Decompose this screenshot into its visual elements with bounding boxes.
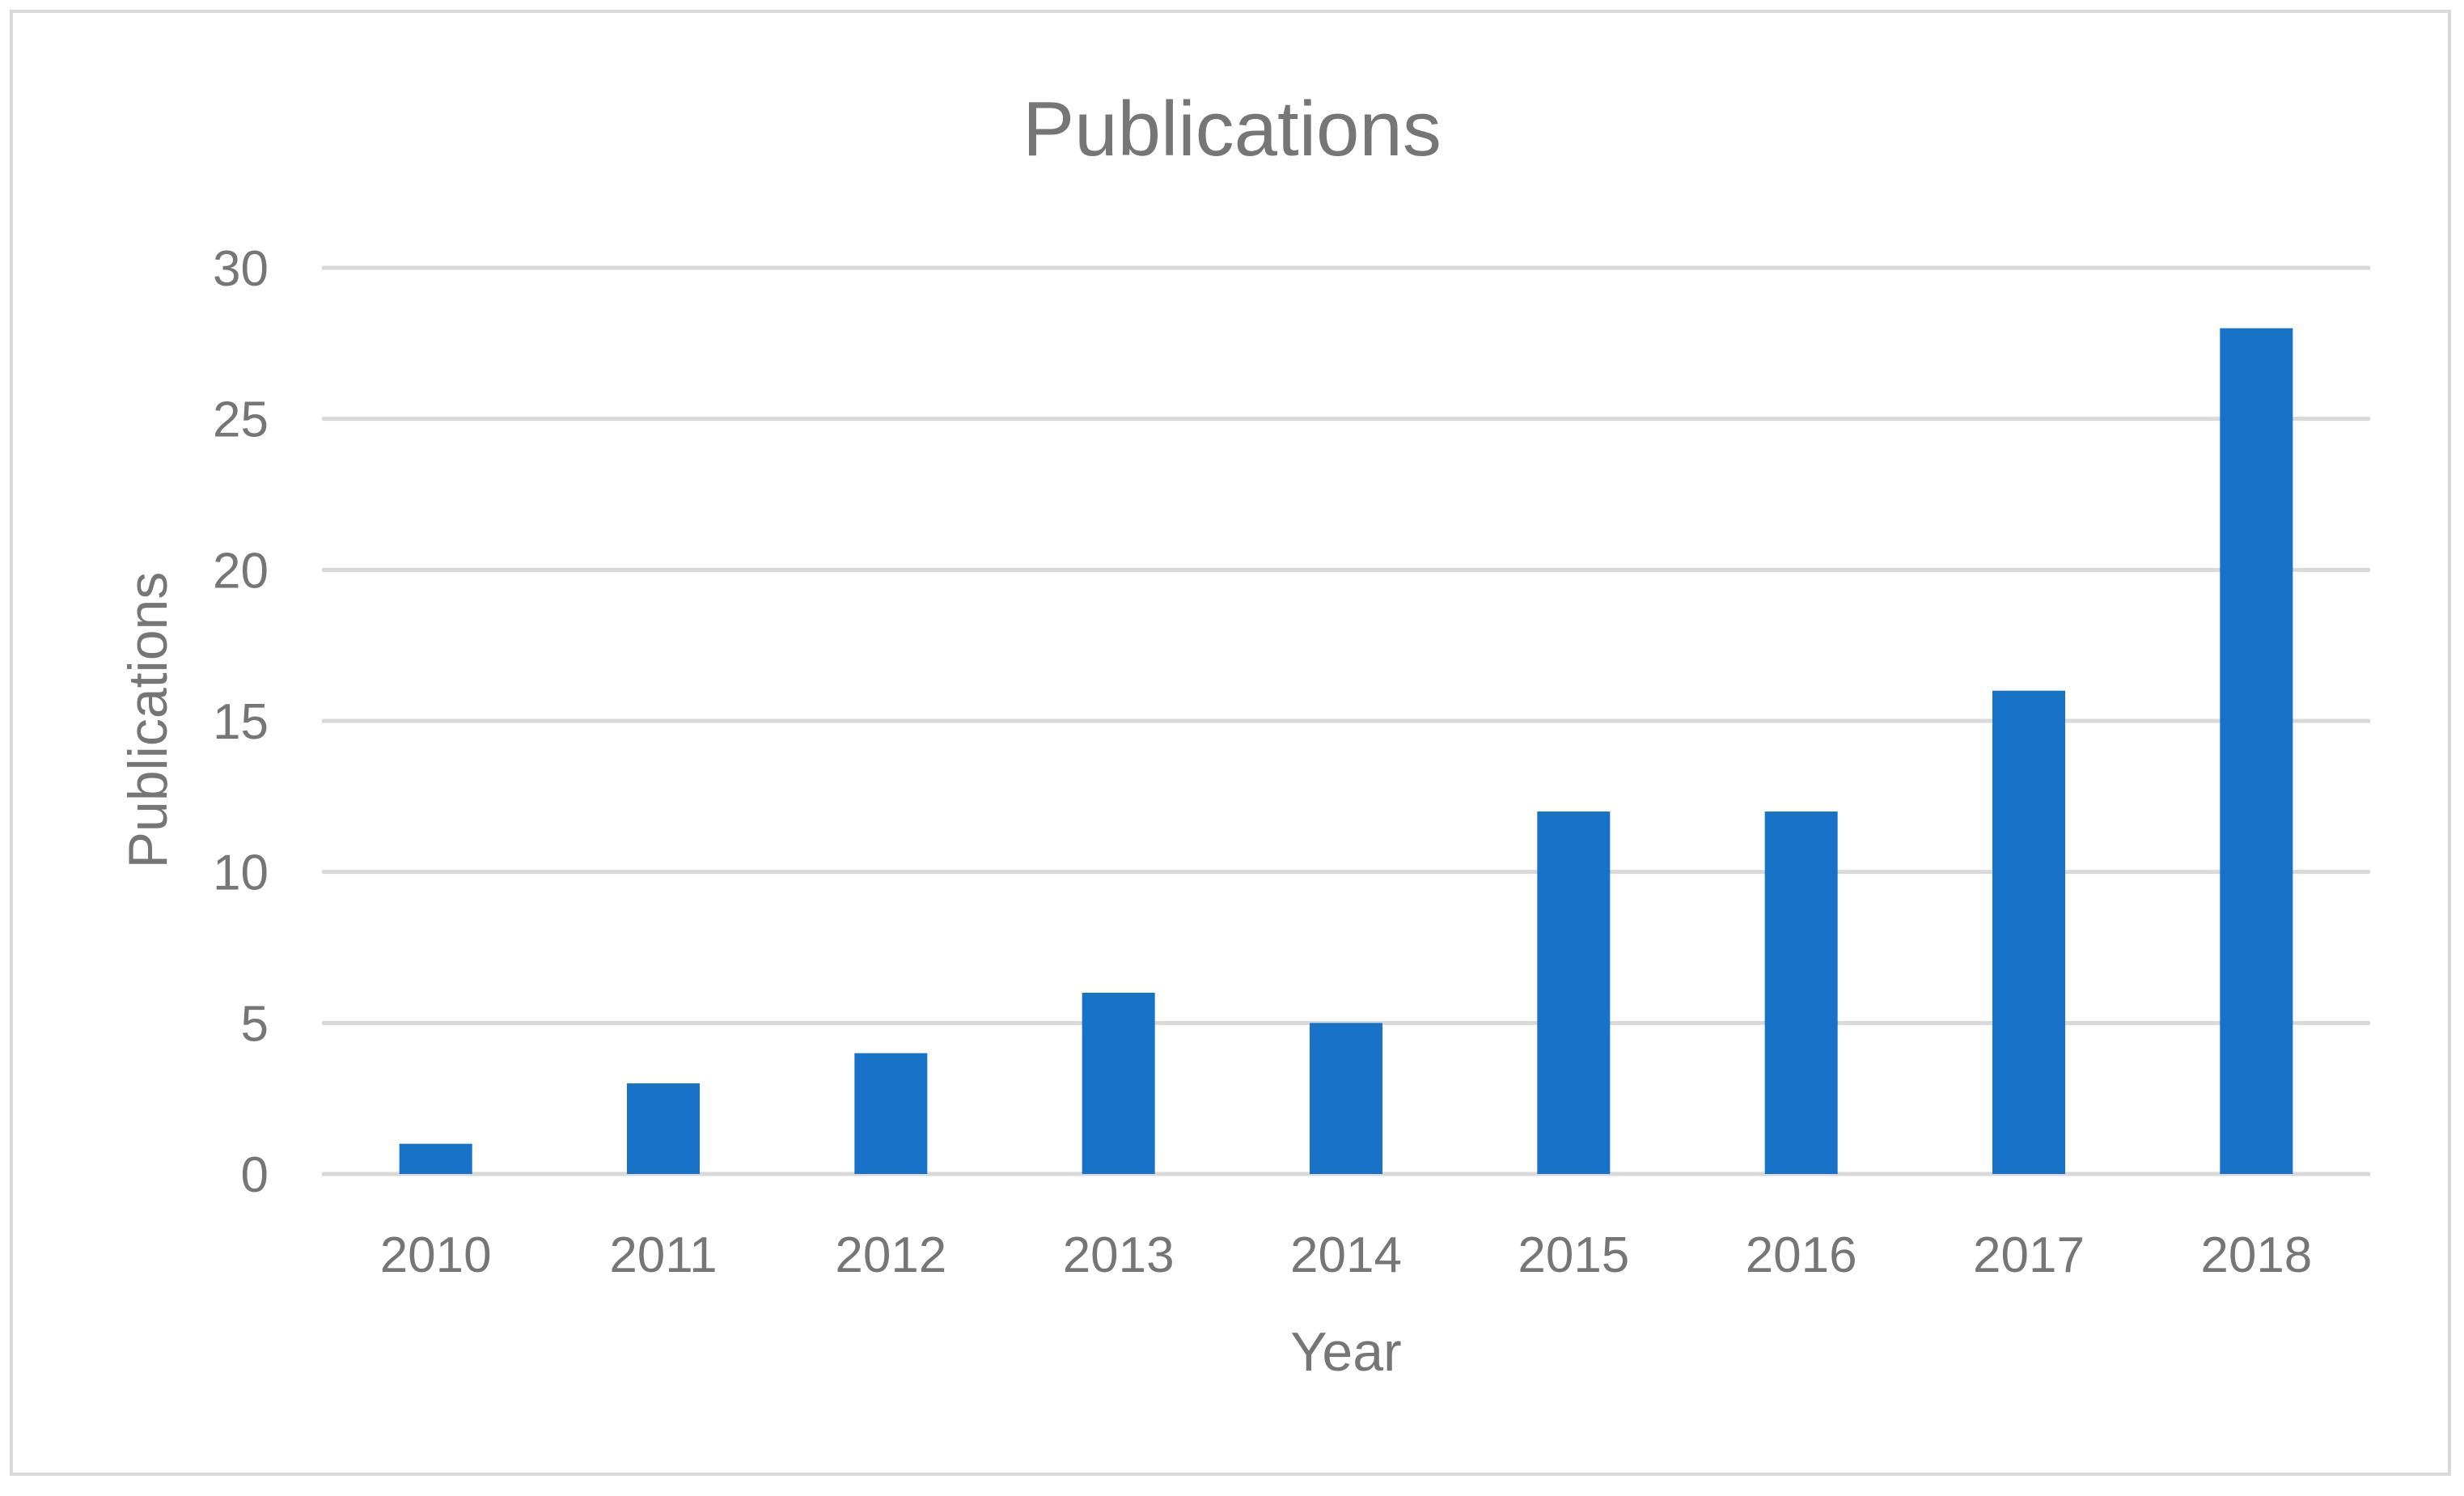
bar-2010 xyxy=(399,1143,472,1174)
bar-2013 xyxy=(1082,993,1155,1174)
x-tick-label: 2013 xyxy=(1063,1227,1175,1283)
y-tick-label: 10 xyxy=(213,845,269,901)
bar-2016 xyxy=(1764,812,1838,1174)
bar-2018 xyxy=(2220,328,2293,1175)
y-tick-label: 0 xyxy=(241,1147,269,1203)
x-tick-label: 2014 xyxy=(1290,1227,1402,1283)
x-axis-label: Year xyxy=(1290,1321,1401,1383)
x-axis-ticks: 2010 2011 2012 2013 2014 2015 2016 2017 2018 xyxy=(380,1227,2313,1283)
y-tick-label: 20 xyxy=(213,543,269,599)
y-tick-label: 5 xyxy=(241,996,269,1052)
chart-title: Publications xyxy=(1022,86,1442,172)
bar-2015 xyxy=(1537,812,1611,1174)
bar-2014 xyxy=(1310,1023,1382,1174)
x-tick-label: 2017 xyxy=(1973,1227,2085,1283)
bar-2012 xyxy=(854,1053,928,1174)
y-tick-label: 15 xyxy=(213,694,269,750)
x-tick-label: 2018 xyxy=(2200,1227,2312,1283)
y-tick-label: 30 xyxy=(213,241,269,297)
x-tick-label: 2011 xyxy=(609,1227,717,1283)
x-tick-label: 2010 xyxy=(380,1227,492,1283)
bar-2011 xyxy=(627,1083,700,1174)
bar-2017 xyxy=(1992,690,2065,1174)
y-tick-label: 25 xyxy=(213,392,269,448)
x-tick-label: 2015 xyxy=(1518,1227,1629,1283)
x-tick-label: 2016 xyxy=(1746,1227,1857,1283)
y-axis-ticks: 0 5 10 15 20 25 30 xyxy=(213,241,269,1203)
x-tick-label: 2012 xyxy=(835,1227,946,1283)
bars xyxy=(399,328,2293,1175)
y-axis-label: Publications xyxy=(117,572,179,869)
